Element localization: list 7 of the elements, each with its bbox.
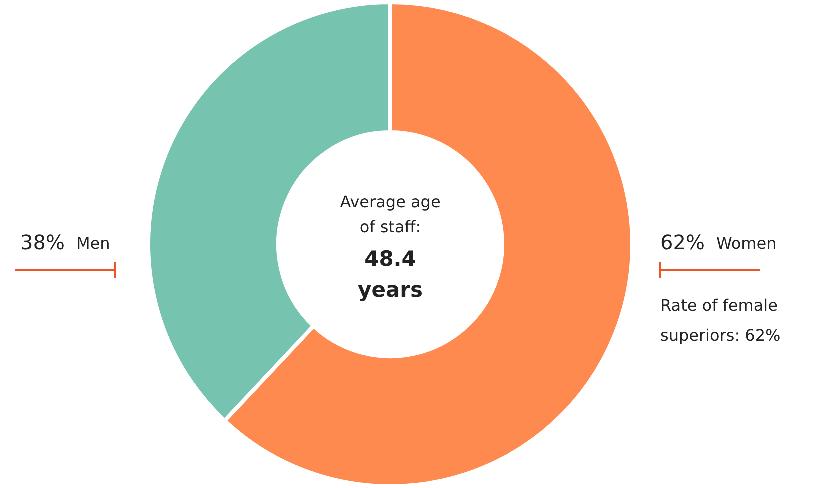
text: Average age of staff: (340, 192, 441, 236)
data-label: 62% (660, 230, 705, 254)
data-label: 38% (20, 230, 65, 254)
slice-label: Women (716, 234, 777, 253)
text: Rate of female superiors: 62% (660, 296, 781, 346)
text: 48.4 years (358, 246, 423, 302)
slice-label: Men (76, 234, 110, 253)
